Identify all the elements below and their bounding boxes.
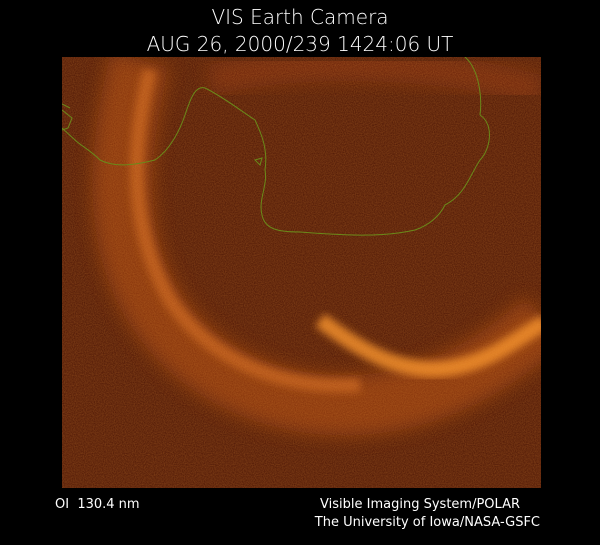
credit-label: The University of Iowa/NASA-GSFC [314, 515, 540, 530]
instrument-label: Visible Imaging System/POLAR [320, 497, 520, 512]
filter-label: OI 130.4 nm [55, 497, 140, 512]
title: VIS Earth Camera [211, 5, 388, 29]
camera-image [62, 57, 541, 488]
timestamp: AUG 26, 2000/239 1424:06 UT [147, 32, 454, 56]
